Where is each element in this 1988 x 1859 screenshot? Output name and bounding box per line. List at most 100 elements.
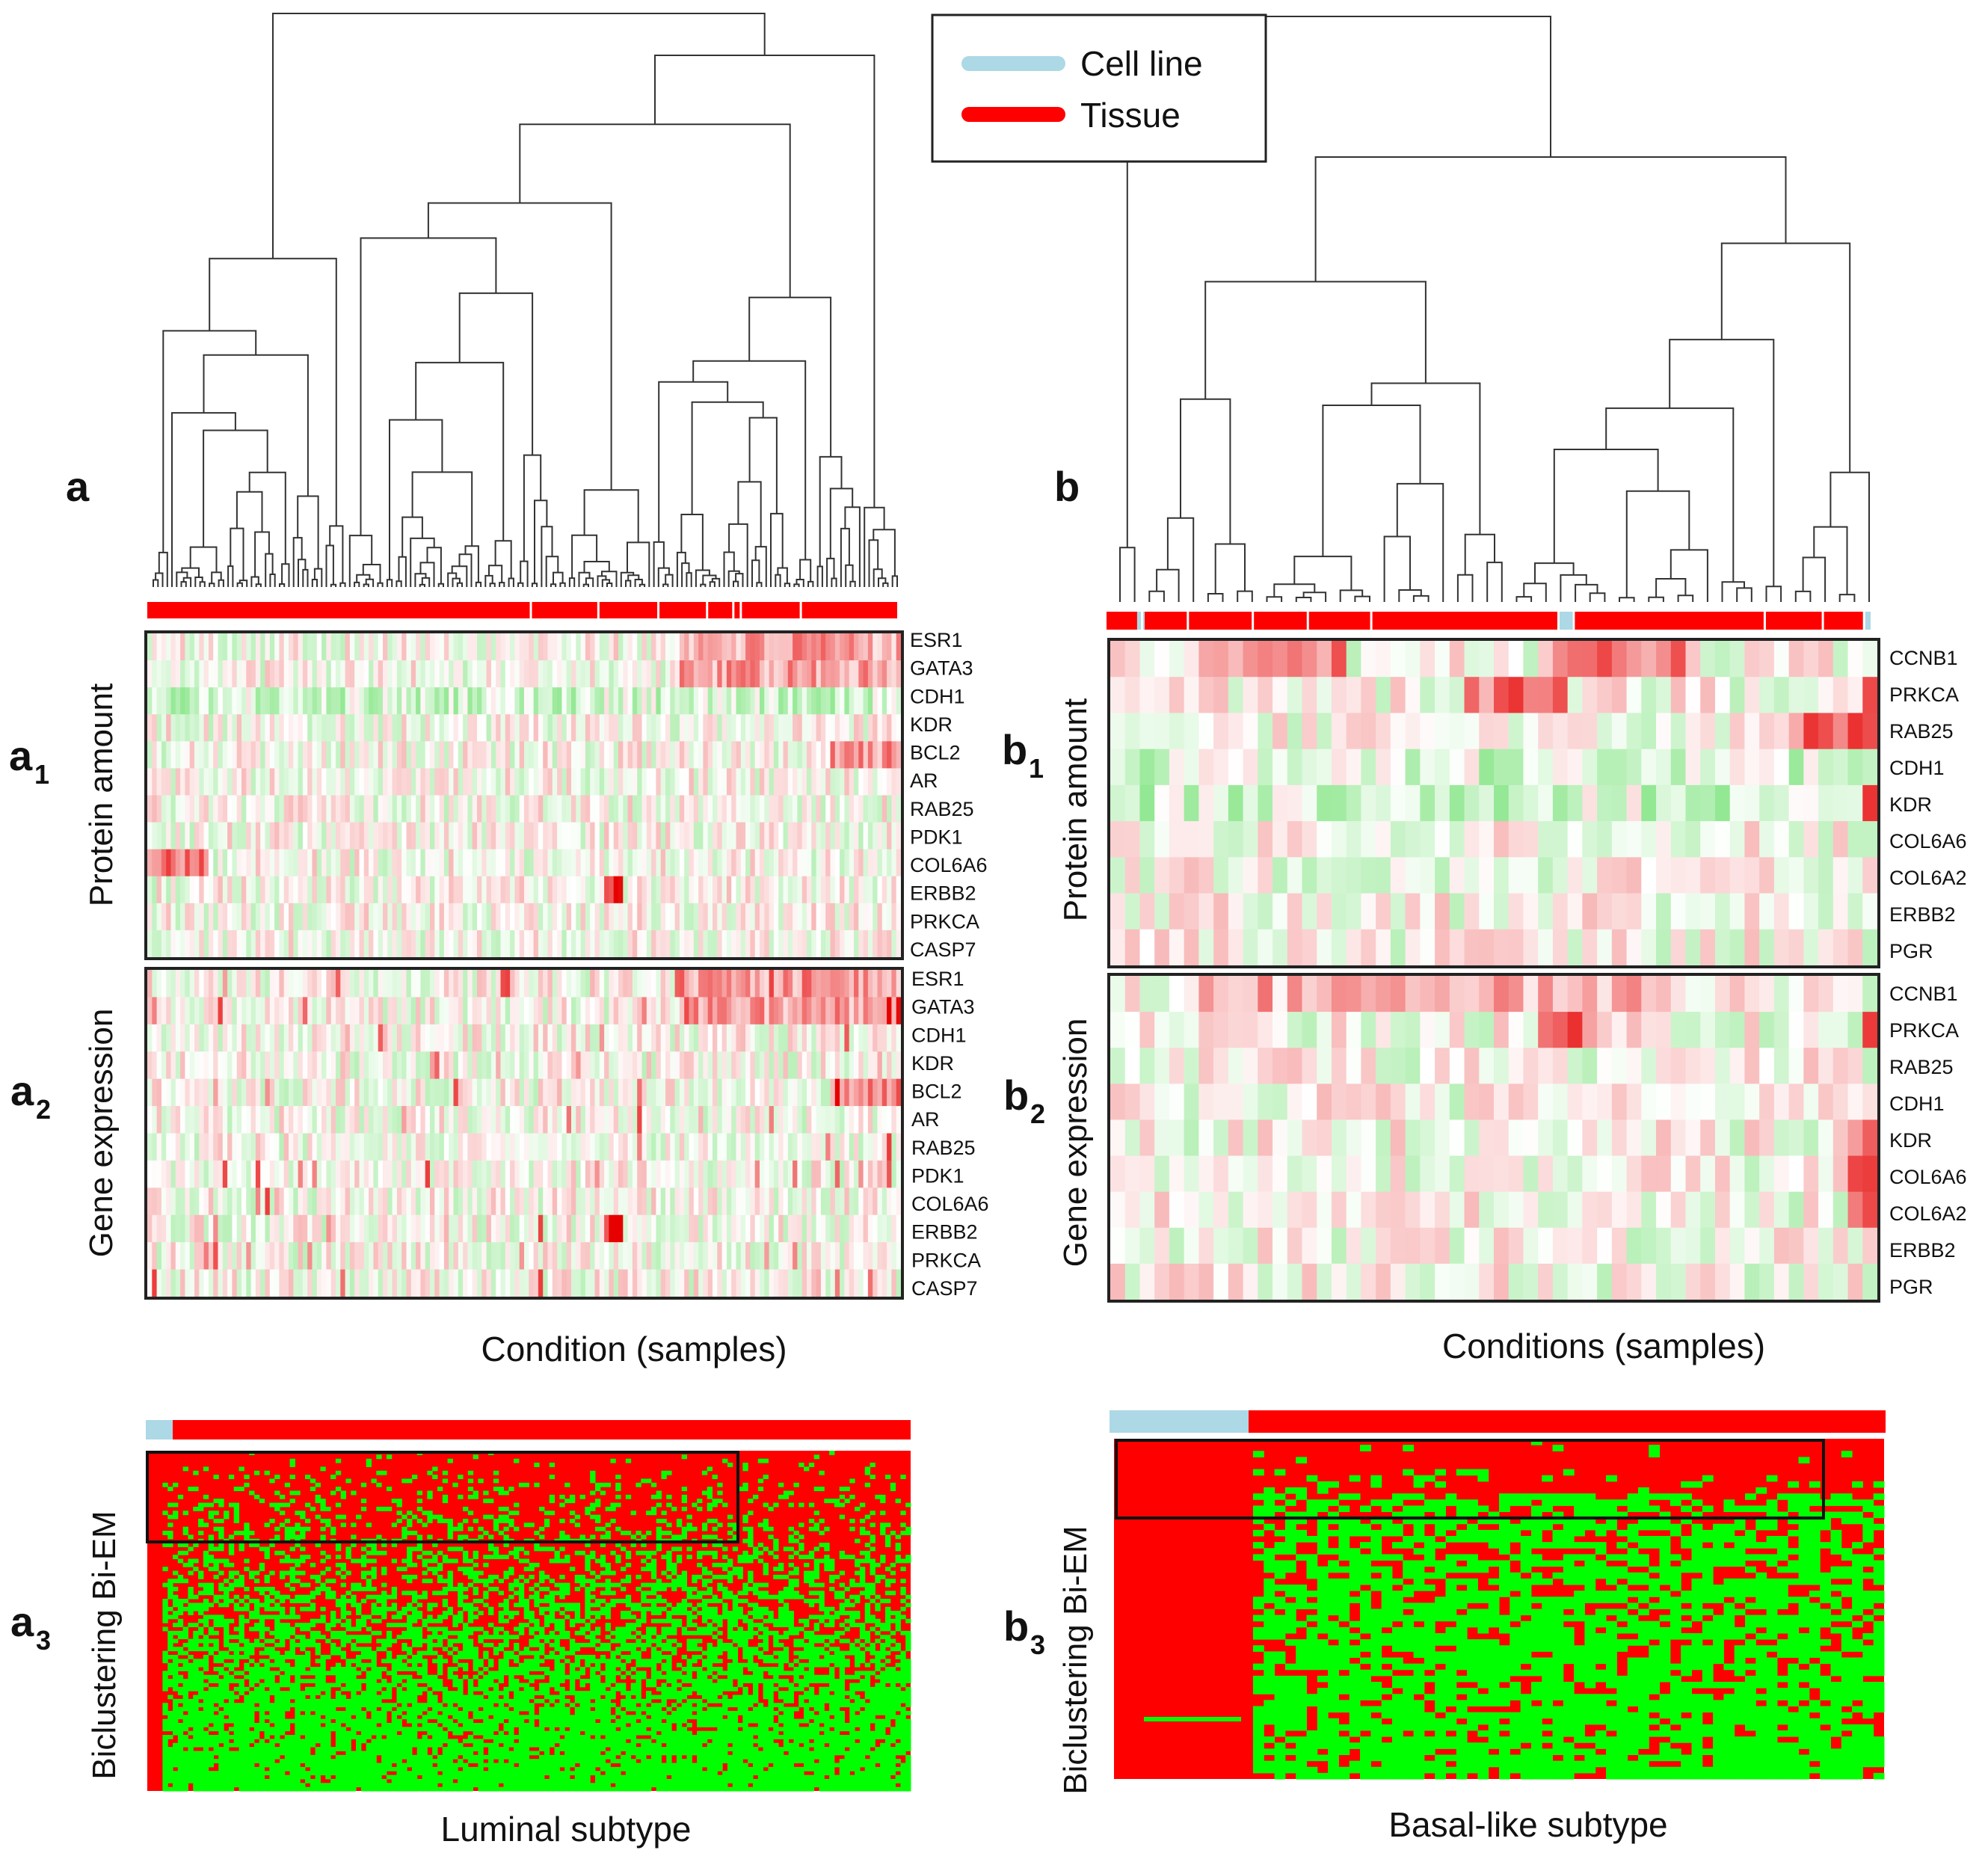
heatmap-b1-cell	[1390, 821, 1406, 858]
heatmap-a2-cell	[472, 970, 478, 998]
heatmap-a1-cell	[684, 633, 690, 661]
heatmap-a1-cell	[189, 768, 195, 796]
heatmap-a1-cell	[604, 714, 609, 742]
heatmap-a2-cell	[481, 1214, 487, 1243]
heatmap-b1-cell	[1847, 677, 1863, 714]
heatmap-a2-cell	[793, 1269, 798, 1297]
heatmap-a1-cell	[585, 633, 591, 661]
heatmap-a1-cell	[684, 768, 690, 796]
heatmap-b2-cell	[1494, 1119, 1510, 1157]
dendrogram-b-link-11	[1273, 583, 1316, 597]
heatmap-a1-cell	[227, 660, 233, 688]
heatmap-a1-cell	[670, 876, 676, 904]
heatmap-b2-cell	[1346, 1012, 1362, 1048]
heatmap-a1-cell	[241, 903, 247, 931]
heatmap-b1-cell	[1508, 929, 1524, 966]
heatmap-a1-cell	[416, 687, 421, 715]
heatmap-a1-cell	[383, 795, 388, 823]
heatmap-b1-cell	[1773, 749, 1790, 786]
heatmap-a1-cell	[576, 903, 582, 931]
heatmap-b1-cell	[1494, 713, 1510, 750]
dendrogram-a-link-157	[654, 55, 875, 508]
heatmap-a1-cell	[430, 795, 435, 823]
heatmap-a1-cell	[312, 930, 318, 958]
heatmap-a2-cell	[566, 1106, 572, 1134]
heatmap-a2-cell	[783, 1051, 789, 1080]
heatmap-a2-cell	[236, 1024, 242, 1052]
heatmap-a1-cell	[561, 633, 567, 661]
heatmap-a2-cell	[713, 1133, 718, 1161]
heatmap-a2-cell	[359, 1214, 365, 1243]
heatmap-a1-cell	[265, 660, 271, 688]
heatmap-a2-cell	[458, 1051, 464, 1080]
heatmap-a2-cell	[307, 970, 313, 998]
heatmap-b2-cell	[1597, 1227, 1613, 1265]
heatmap-a1-cell	[274, 660, 280, 688]
heatmap-a2-cell	[801, 1133, 807, 1161]
heatmap-a1-cell	[392, 660, 398, 688]
heatmap-a1-cell	[670, 930, 676, 958]
heatmap-a1-cell	[863, 633, 869, 661]
heatmap-a1-cell	[283, 714, 289, 742]
heatmap-a2-cell	[283, 1269, 289, 1297]
heatmap-a2-cell	[453, 1078, 459, 1107]
heatmap-b1-cell	[1405, 641, 1421, 677]
heatmap-a1-cell	[736, 795, 742, 823]
heatmap-a2-cell	[312, 997, 318, 1025]
heatmap-b2-cell	[1847, 1191, 1863, 1229]
heatmap-b1-cell	[1258, 893, 1273, 930]
heatmap-a2-cell	[783, 1106, 789, 1134]
heatmap-b2-cell	[1714, 1012, 1731, 1048]
heatmap-a2-cell	[481, 1024, 487, 1052]
heatmap-a1-cell	[378, 714, 384, 742]
heatmap-a1-cell	[505, 930, 511, 958]
heatmap-a1-cell	[760, 849, 765, 877]
heatmap-a1-cell	[208, 741, 214, 769]
heatmap-a2-cell	[736, 1214, 742, 1243]
heatmap-b2-cell	[1700, 1191, 1716, 1229]
heatmap-a1-cell	[208, 903, 214, 931]
heatmap-a1-cell	[458, 660, 464, 688]
heatmap-a1-cell	[713, 633, 718, 661]
heatmap-b1-cell	[1124, 713, 1141, 750]
heatmap-a2-cell	[632, 1078, 638, 1107]
heatmap-a1-cell	[807, 849, 812, 877]
heatmap-a1-cell	[811, 849, 817, 877]
heatmap-a2-cell	[613, 970, 619, 998]
heatmap-a1-cell	[152, 687, 158, 715]
heatmap-a2-cell	[396, 1187, 402, 1216]
heatmap-b1-cell	[1405, 713, 1421, 750]
dendrogram-a-link-129	[777, 567, 788, 584]
heatmap-a1-cell	[170, 876, 176, 904]
heatmap-a1-cell	[307, 660, 313, 688]
heatmap-a1-cell	[844, 714, 850, 742]
heatmap-a1-cell	[156, 822, 162, 850]
heatmap-a2-cell	[392, 1024, 398, 1052]
heatmap-a1-cell	[867, 903, 873, 931]
heatmap-a2-cell	[302, 970, 308, 998]
heatmap-b2-cell	[1523, 1263, 1539, 1300]
heatmap-a2-cell	[679, 1078, 685, 1107]
heatmap-a1-cell	[363, 876, 369, 904]
heatmap-a2-cell	[618, 1051, 624, 1080]
heatmap-a2-cell	[505, 1024, 511, 1052]
heatmap-a1-cell	[783, 822, 789, 850]
heatmap-a1-cell	[250, 768, 256, 796]
heatmap-a1-cell	[373, 876, 379, 904]
heatmap-b1-cell	[1184, 749, 1199, 786]
heatmap-a2-cell	[505, 1269, 511, 1297]
heatmap-a2-cell	[778, 1242, 784, 1270]
heatmap-b1-cell	[1538, 857, 1554, 894]
heatmap-b1-cell	[1435, 713, 1450, 750]
heatmap-b2-cell	[1302, 1012, 1317, 1048]
heatmap-a1-cell	[609, 903, 615, 931]
heatmap-b2-cell	[1420, 1263, 1435, 1300]
heatmap-a1-cell	[434, 903, 440, 931]
heatmap-a2-cell	[477, 1269, 482, 1297]
heatmap-b1-cell	[1376, 641, 1391, 677]
heatmap-b2-cell	[1184, 1119, 1199, 1157]
heatmap-b1-cell	[1494, 893, 1510, 930]
heatmap-a1-cell	[430, 633, 435, 661]
heatmap-a2-cell	[410, 970, 416, 998]
heatmap-a1-cell	[679, 849, 685, 877]
